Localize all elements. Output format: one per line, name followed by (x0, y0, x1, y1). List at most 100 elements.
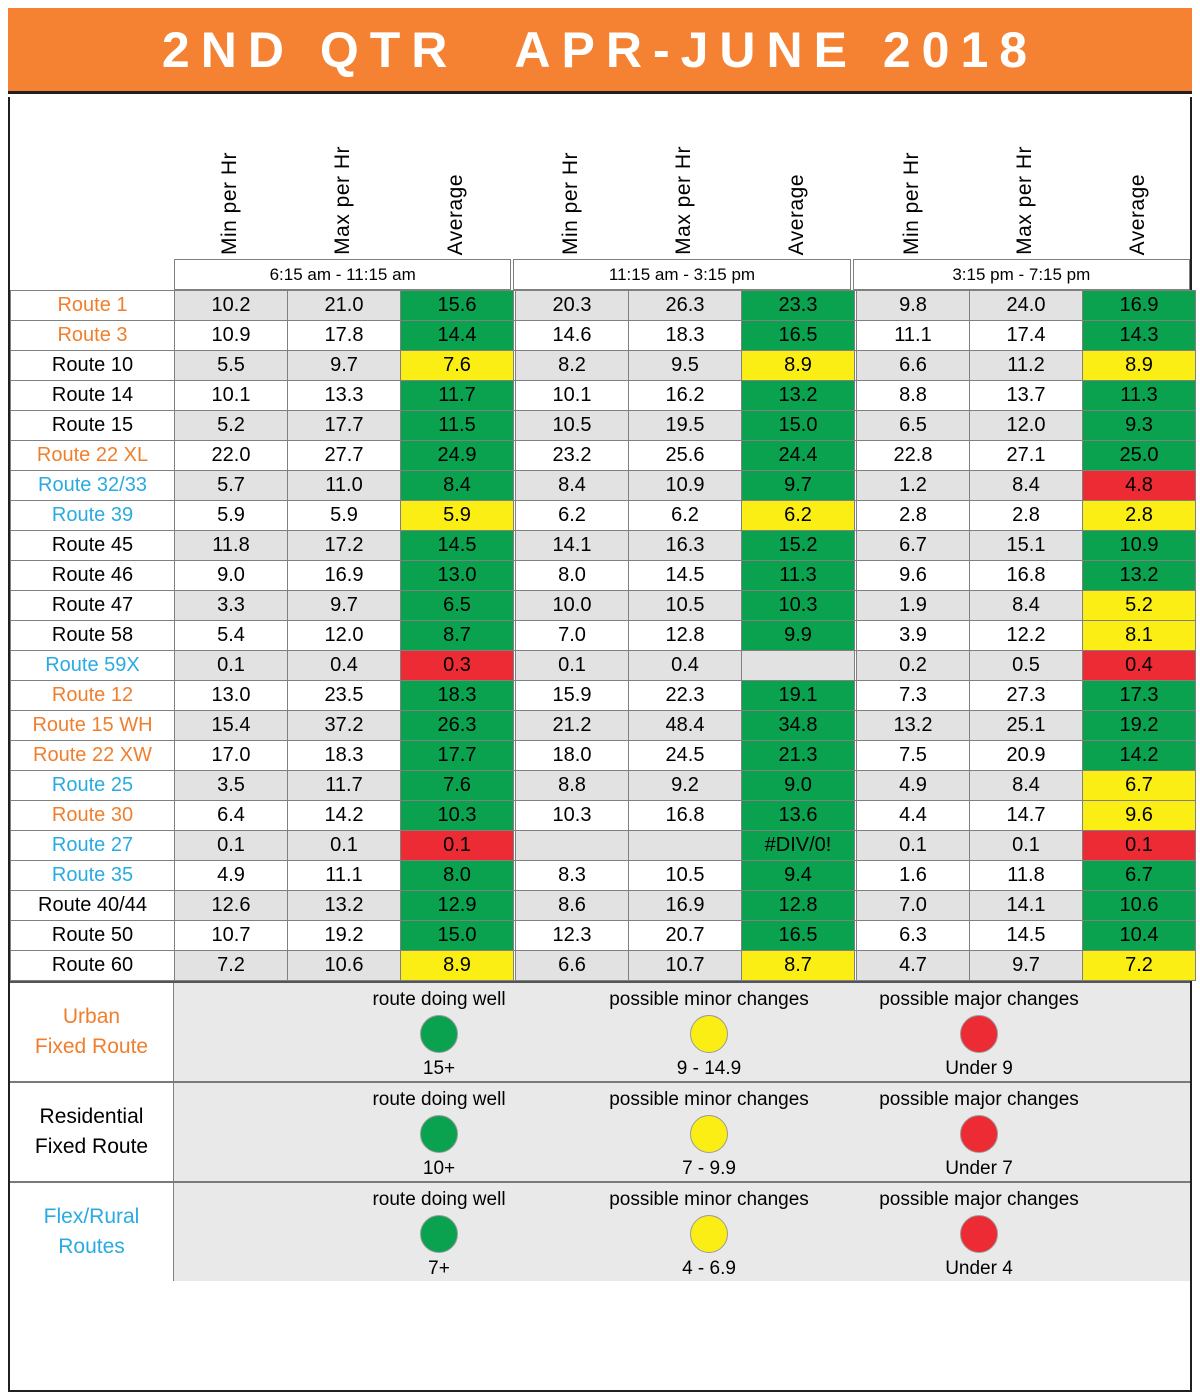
cell-min-per-hr-g3: 1.9 (856, 590, 970, 621)
route-name-cell: Route 14 (10, 380, 175, 411)
cell-max-per-hr-g1: 16.9 (287, 560, 401, 591)
red-status-dot-icon (960, 1214, 998, 1253)
cell-max-per-hr-g2: 24.5 (628, 740, 742, 771)
cell-min-per-hr-g1: 10.7 (174, 920, 288, 951)
cell-average-g2: 9.4 (741, 860, 855, 891)
cell-min-per-hr-g2: 8.3 (515, 860, 629, 891)
yellow-status-dot-icon (690, 1214, 728, 1253)
cell-min-per-hr-g1: 0.1 (174, 830, 288, 861)
cell-average-g1: 15.0 (400, 920, 514, 951)
cell-max-per-hr-g1: 37.2 (287, 710, 401, 741)
legend-row-flex-rural: Flex/Rural Routes route doing well 7+ possib… (10, 1181, 1190, 1281)
table-row: Route 12 13.0 23.5 18.3 15.9 22.3 19.1 7.3 27.3 1… (10, 680, 1196, 711)
legend-item-threshold: 10+ (422, 1157, 456, 1179)
cell-max-per-hr-g2: 12.8 (628, 620, 742, 651)
legend-item-caption: possible minor changes (609, 1088, 809, 1110)
route-name-cell: Route 50 (10, 920, 175, 951)
cell-max-per-hr-g3: 12.2 (969, 620, 1083, 651)
legend-category-line1: Flex/Rural (43, 1204, 140, 1228)
green-status-dot-icon (420, 1214, 458, 1253)
cell-average-g1: 14.4 (400, 320, 514, 351)
cell-max-per-hr-g3: 11.8 (969, 860, 1083, 891)
cell-average-g2: 9.7 (741, 470, 855, 501)
cell-max-per-hr-g1: 11.0 (287, 470, 401, 501)
column-header-min-per-hr-g2: Min per Hr (558, 151, 582, 255)
cell-max-per-hr-g3: 14.7 (969, 800, 1083, 831)
cell-min-per-hr-g1: 17.0 (174, 740, 288, 771)
cell-max-per-hr-g3: 11.2 (969, 350, 1083, 381)
cell-min-per-hr-g3: 7.3 (856, 680, 970, 711)
report-sheet: Min per Hr Max per Hr Average Min per Hr Max… (8, 97, 1196, 1392)
legend-category-line1: Urban (62, 1004, 121, 1028)
cell-average-g1: 24.9 (400, 440, 514, 471)
cell-max-per-hr-g1: 11.7 (287, 770, 401, 801)
cell-average-g3: 4.8 (1082, 470, 1196, 501)
banner-period: APR-JUNE 2018 (514, 21, 1039, 78)
cell-max-per-hr-g3: 2.8 (969, 500, 1083, 531)
cell-average-g2: 15.0 (741, 410, 855, 441)
cell-min-per-hr-g1: 15.4 (174, 710, 288, 741)
red-status-dot-icon (960, 1014, 998, 1053)
cell-min-per-hr-g2: 6.2 (515, 500, 629, 531)
table-row: Route 15 5.2 17.7 11.5 10.5 19.5 15.0 6.5 12.0 9.… (10, 410, 1196, 441)
cell-max-per-hr-g3: 8.4 (969, 470, 1083, 501)
cell-min-per-hr-g3: 7.5 (856, 740, 970, 771)
route-name-cell: Route 35 (10, 860, 175, 891)
cell-min-per-hr-g3: 7.0 (856, 890, 970, 921)
cell-average-g2: 10.3 (741, 590, 855, 621)
table-row: Route 40/44 12.6 13.2 12.9 8.6 16.9 12.8 7.0 14.… (10, 890, 1196, 921)
legend-item-caption: route doing well (372, 988, 506, 1010)
cell-max-per-hr-g2: 20.7 (628, 920, 742, 951)
cell-average-g3: 25.0 (1082, 440, 1196, 471)
cell-average-g3: 5.2 (1082, 590, 1196, 621)
cell-average-g1: 11.7 (400, 380, 514, 411)
cell-average-g2: 9.0 (741, 770, 855, 801)
table-row: Route 32/33 5.7 11.0 8.4 8.4 10.9 9.7 1.2 8.4 4.8 (10, 470, 1196, 501)
cell-min-per-hr-g2: 8.4 (515, 470, 629, 501)
route-name-cell: Route 12 (10, 680, 175, 711)
table-row: Route 10 5.5 9.7 7.6 8.2 9.5 8.9 6.6 11.2 8.9 (10, 350, 1196, 381)
cell-min-per-hr-g3: 9.6 (856, 560, 970, 591)
cell-max-per-hr-g3: 17.4 (969, 320, 1083, 351)
table-row: Route 3 10.9 17.8 14.4 14.6 18.3 16.5 11.1 17.4 1… (10, 320, 1196, 351)
cell-min-per-hr-g3: 8.8 (856, 380, 970, 411)
table-row: Route 15 WH 15.4 37.2 26.3 21.2 48.4 34.8 13.2 2… (10, 710, 1196, 741)
cell-average-g3: 6.7 (1082, 860, 1196, 891)
cell-average-g1: 10.3 (400, 800, 514, 831)
cell-average-g3: 9.3 (1082, 410, 1196, 441)
cell-max-per-hr-g1: 12.0 (287, 620, 401, 651)
cell-max-per-hr-g2: 25.6 (628, 440, 742, 471)
route-name-cell: Route 45 (10, 530, 175, 561)
route-name-cell: Route 47 (10, 590, 175, 621)
cell-average-g1: 7.6 (400, 350, 514, 381)
table-row: Route 60 7.2 10.6 8.9 6.6 10.7 8.7 4.7 9.7 7.2 (10, 950, 1196, 981)
legend-item-caption: route doing well (372, 1088, 506, 1110)
cell-min-per-hr-g3: 22.8 (856, 440, 970, 471)
route-name-cell: Route 1 (10, 290, 175, 321)
cell-average-g1: 8.4 (400, 470, 514, 501)
cell-average-g1: 17.7 (400, 740, 514, 771)
cell-min-per-hr-g3: 6.3 (856, 920, 970, 951)
table-row: Route 1 10.2 21.0 15.6 20.3 26.3 23.3 9.8 24.0 16… (10, 290, 1196, 321)
table-row: Route 45 11.8 17.2 14.5 14.1 16.3 15.2 6.7 15.1 1… (10, 530, 1196, 561)
legend-category-name: Residential Fixed Route (10, 1083, 174, 1181)
cell-max-per-hr-g3: 25.1 (969, 710, 1083, 741)
cell-max-per-hr-g3: 27.3 (969, 680, 1083, 711)
cell-max-per-hr-g3: 15.1 (969, 530, 1083, 561)
legend-item-threshold: Under 4 (945, 1257, 1013, 1279)
legend-item-threshold: 7 - 9.9 (682, 1157, 736, 1179)
cell-average-g2: 24.4 (741, 440, 855, 471)
cell-min-per-hr-g3: 1.2 (856, 470, 970, 501)
cell-min-per-hr-g1: 5.2 (174, 410, 288, 441)
cell-min-per-hr-g2: 8.6 (515, 890, 629, 921)
cell-average-g3: 10.6 (1082, 890, 1196, 921)
cell-max-per-hr-g2: 16.8 (628, 800, 742, 831)
legend-row-urban: Urban Fixed Route route doing well 15+ possi… (10, 981, 1190, 1081)
route-name-cell: Route 32/33 (10, 470, 175, 501)
legend-item-caption: possible major changes (879, 1088, 1079, 1110)
table-row: Route 59X 0.1 0.4 0.3 0.1 0.4 0.2 0.5 0.4 (10, 650, 1196, 681)
cell-max-per-hr-g3: 9.7 (969, 950, 1083, 981)
cell-max-per-hr-g2: 22.3 (628, 680, 742, 711)
legend-item-yellow: possible minor changes 9 - 14.9 (574, 983, 844, 1081)
